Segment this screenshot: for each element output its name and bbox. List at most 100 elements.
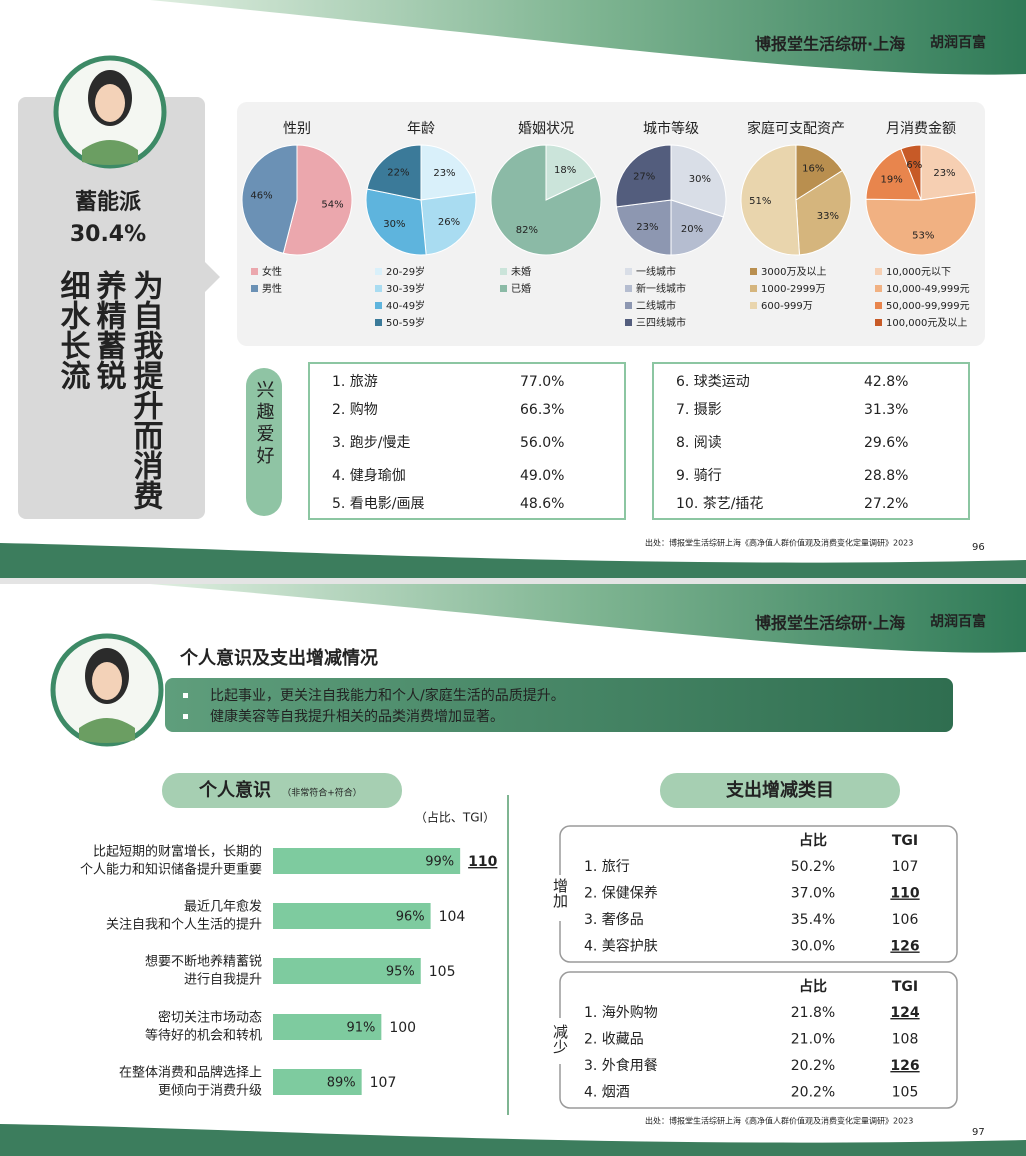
slice-label: 20% xyxy=(681,224,703,235)
tgi: 106 xyxy=(892,912,919,928)
slogan: 为自我提升而消费 xyxy=(128,270,164,510)
item: 3. 奢侈品 xyxy=(584,912,644,928)
slice-label: 19% xyxy=(881,175,903,186)
pie-slice xyxy=(900,144,922,201)
label-gap xyxy=(548,1018,572,1064)
share: 30.0% xyxy=(791,939,835,955)
legend-swatch xyxy=(750,302,757,309)
panel-heading: 个人意识 xyxy=(198,779,271,801)
slice-label: 30% xyxy=(383,219,405,230)
legend-swatch xyxy=(875,302,882,309)
legend-label: 600-999万 xyxy=(761,301,813,312)
tgi: 100 xyxy=(389,1020,416,1036)
avatar xyxy=(53,55,167,169)
slice-label: 54% xyxy=(321,199,343,210)
legend-swatch xyxy=(251,285,258,292)
interest-value: 49.0% xyxy=(520,468,564,484)
bar-category: 等待好的机会和转机 xyxy=(145,1028,262,1044)
pie-slice xyxy=(740,144,800,256)
pie-slice xyxy=(795,144,844,201)
col-header: TGI xyxy=(892,833,918,849)
pie-slice xyxy=(615,144,672,208)
legend-label: 10,000-49,999元 xyxy=(886,284,970,295)
legend-label: 10,000元以下 xyxy=(886,267,951,278)
legend-label: 100,000元及以上 xyxy=(886,317,967,329)
label-gap xyxy=(548,875,572,921)
pie-slice xyxy=(795,169,852,256)
pie-slice xyxy=(490,144,602,256)
tgi: 126 xyxy=(890,939,919,955)
pie-slice xyxy=(545,144,597,201)
group-label: 增加 xyxy=(551,878,569,909)
legend-swatch xyxy=(750,268,757,275)
slice-label: 33% xyxy=(817,211,839,222)
pie-slice xyxy=(920,144,977,201)
item: 1. 海外购物 xyxy=(584,1005,658,1021)
interest-value: 42.8% xyxy=(864,374,908,390)
bar xyxy=(273,958,421,984)
slogan: 养精蓄锐 xyxy=(91,269,127,391)
page-number: 97 xyxy=(972,1127,985,1138)
interest-value: 56.0% xyxy=(520,435,564,451)
interest-item: 2. 购物 xyxy=(332,402,378,418)
bar-value-label: 99% xyxy=(425,855,454,870)
interest-value: 66.3% xyxy=(520,402,564,418)
slice-label: 82% xyxy=(516,225,538,236)
pie-slice xyxy=(282,144,353,256)
interest-box xyxy=(652,362,970,520)
share: 21.0% xyxy=(791,1032,835,1048)
legend-label: 50,000-99,999元 xyxy=(886,301,970,312)
bar xyxy=(273,1014,382,1040)
interest-item: 7. 摄影 xyxy=(676,402,722,418)
interest-value: 31.3% xyxy=(864,402,908,418)
interest-value: 27.2% xyxy=(864,496,908,512)
tgi: 107 xyxy=(892,859,919,875)
pie-title: 性别 xyxy=(283,121,311,137)
source: 出处：博报堂生活综研上海《高净值人群价值观及消费变化定量调研》2023 xyxy=(645,538,913,548)
bullet-banner xyxy=(165,678,953,732)
pie-title: 婚姻状况 xyxy=(518,121,574,137)
pie-slice xyxy=(670,144,727,218)
legend-label: 未婚 xyxy=(511,265,531,278)
interest-value: 28.8% xyxy=(864,468,908,484)
pie-slice xyxy=(420,144,477,201)
item: 3. 外食用餐 xyxy=(584,1057,658,1074)
bar-value-label: 96% xyxy=(396,910,425,925)
source: 出处：博报堂生活综研上海《高净值人群价值观及消费变化定量调研》2023 xyxy=(645,1116,913,1126)
legend-label: 女性 xyxy=(262,265,282,278)
slice-label: 51% xyxy=(749,196,771,207)
interest-item: 8. 阅读 xyxy=(676,434,722,451)
legend-label: 二线城市 xyxy=(636,299,676,312)
logo: 胡润百富 xyxy=(930,613,986,630)
legend-label: 40-49岁 xyxy=(386,299,425,312)
legend-swatch xyxy=(625,268,632,275)
page-number: 96 xyxy=(972,542,985,553)
slice-label: 23% xyxy=(933,168,955,179)
bar xyxy=(273,903,431,929)
legend-label: 1000-2999万 xyxy=(761,284,826,295)
bullet-dot xyxy=(183,714,188,719)
share: 37.0% xyxy=(791,886,835,902)
pie-slice xyxy=(241,144,298,254)
legend-swatch xyxy=(375,285,382,292)
share: 35.4% xyxy=(791,912,835,928)
legend-label: 3000万及以上 xyxy=(761,266,826,278)
col-header: TGI xyxy=(892,979,918,995)
slice-label: 30% xyxy=(689,174,711,185)
interest-label: 兴趣爱好 xyxy=(254,380,275,468)
interest-item: 10. 茶艺/插花 xyxy=(676,496,763,512)
pie-slice xyxy=(865,191,977,256)
item: 4. 烟酒 xyxy=(584,1085,630,1101)
item: 4. 美容护肤 xyxy=(584,938,658,955)
bar xyxy=(273,1069,362,1095)
bar-value-label: 91% xyxy=(346,1021,375,1036)
legend-label: 30-39岁 xyxy=(386,282,425,295)
footer-wave xyxy=(0,543,1026,578)
heading-pill xyxy=(660,773,900,808)
footer-wave xyxy=(0,1124,1026,1156)
tgi: 105 xyxy=(429,964,456,980)
tgi: 126 xyxy=(890,1058,919,1074)
share: 20.2% xyxy=(791,1085,835,1101)
interest-item: 5. 看电影/画展 xyxy=(332,496,425,512)
slice-label: 26% xyxy=(438,217,460,228)
